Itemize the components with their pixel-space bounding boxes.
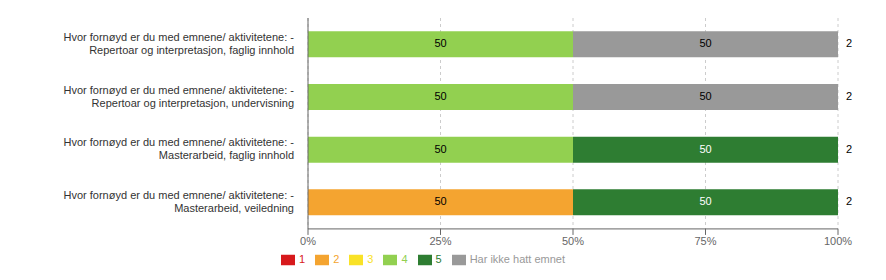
- svg-text:50: 50: [434, 195, 446, 207]
- svg-text:0%: 0%: [300, 235, 316, 247]
- svg-text:50%: 50%: [562, 235, 584, 247]
- svg-text:2: 2: [846, 195, 852, 207]
- html-text:3: 3: [367, 252, 374, 265]
- svg-text:Hvor fornøyd er du med emnene/: Hvor fornøyd er du med emnene/ aktivitet…: [64, 31, 295, 56]
- svg-text:2: 2: [846, 37, 852, 49]
- html-text:4: 4: [401, 252, 408, 265]
- svg-text:50: 50: [434, 143, 446, 155]
- svg-text:50: 50: [699, 37, 711, 49]
- svg-text:50: 50: [699, 90, 711, 102]
- svg-text:50: 50: [434, 90, 446, 102]
- html-text:1: 1: [299, 252, 306, 265]
- html-text:5: 5: [435, 252, 442, 265]
- svg-text:100%: 100%: [824, 235, 852, 247]
- svg-text:25%: 25%: [429, 235, 451, 247]
- svg-text:Hvor fornøyd er du med emnene/: Hvor fornøyd er du med emnene/ aktivitet…: [64, 83, 295, 108]
- svg-text:75%: 75%: [694, 235, 716, 247]
- svg-text:Hvor fornøyd er du med emnene/: Hvor fornøyd er du med emnene/ aktivitet…: [64, 189, 295, 214]
- html-text:2: 2: [333, 252, 340, 265]
- svg-text:2: 2: [846, 143, 852, 155]
- html-text:Har ikke hatt emnet: Har ikke hatt emnet: [469, 252, 565, 265]
- svg-text:2: 2: [846, 90, 852, 102]
- svg-text:50: 50: [434, 37, 446, 49]
- svg-text:50: 50: [699, 143, 711, 155]
- svg-text:50: 50: [699, 195, 711, 207]
- svg-text:Hvor fornøyd er du med emnene/: Hvor fornøyd er du med emnene/ aktivitet…: [64, 136, 295, 161]
